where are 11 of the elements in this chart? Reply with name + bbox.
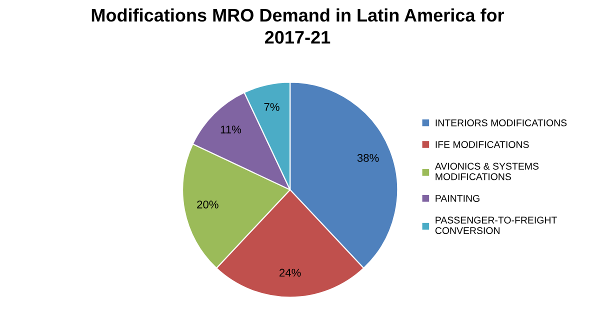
legend-label: PASSENGER-TO-FREIGHT CONVERSION — [435, 216, 557, 234]
data-label: 20% — [197, 200, 218, 208]
data-label: 7% — [264, 103, 280, 111]
data-label: 38% — [357, 154, 379, 162]
chart-title: Modifications MRO Demand in Latin America for 2017-21 — [92, 8, 504, 44]
legend-label: IFE MODIFICATIONS — [436, 141, 529, 148]
legend-label: PAINTING — [436, 194, 480, 202]
data-label: 11% — [220, 126, 242, 134]
data-label: 24% — [280, 268, 301, 277]
legend-label: INTERIORS MODIFICATIONS — [436, 119, 567, 126]
legend-label: AVIONICS & SYSTEMS MODIFICATIONS — [434, 162, 539, 180]
